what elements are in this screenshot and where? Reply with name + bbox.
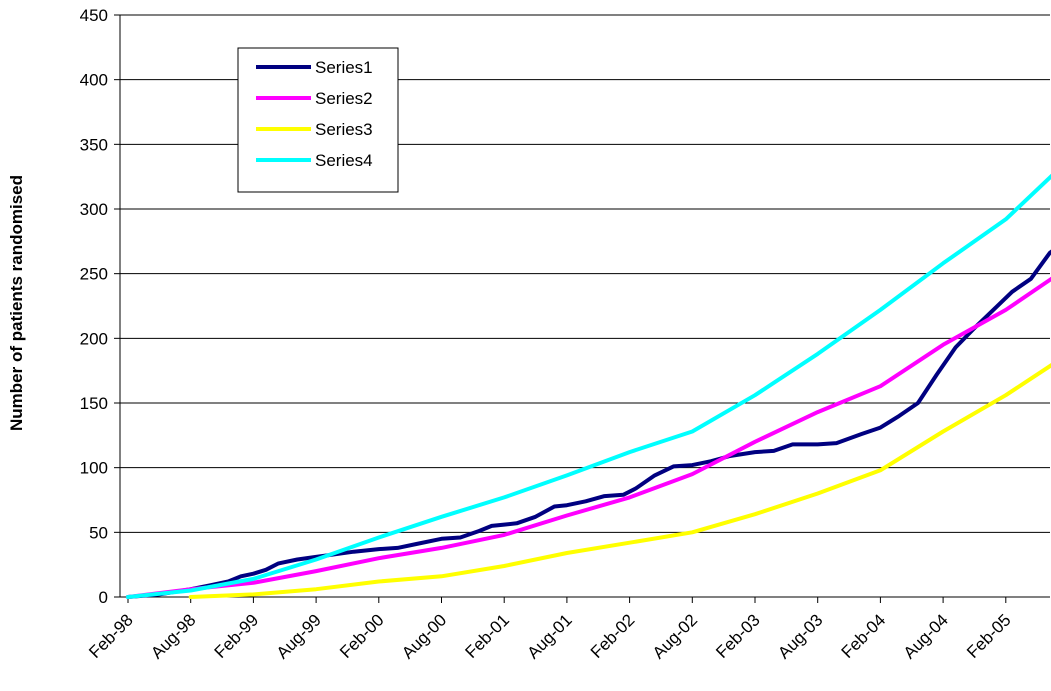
series-line-3 — [188, 363, 1051, 599]
x-tick-label: Feb-01 — [461, 610, 513, 662]
x-tick-label: Feb-05 — [963, 610, 1015, 662]
y-tick-label: 250 — [80, 265, 108, 284]
legend-box — [237, 47, 399, 193]
y-tick-label: 400 — [80, 71, 108, 90]
series-line-4 — [126, 173, 1051, 599]
y-tick-label: 200 — [80, 329, 108, 348]
series-line-2 — [126, 276, 1051, 599]
x-tick-label: Feb-00 — [336, 610, 388, 662]
x-tick-label: Feb-99 — [211, 610, 263, 662]
y-axis-title: Number of patients randomised — [7, 175, 26, 431]
x-tick-label: Aug-98 — [147, 610, 199, 662]
x-tick-label: Feb-02 — [587, 610, 639, 662]
legend-label-2: Series2 — [315, 89, 373, 108]
y-tick-label: 50 — [89, 523, 108, 542]
series-lines — [126, 173, 1051, 599]
y-tick-label: 0 — [99, 588, 108, 607]
y-tick-label: 350 — [80, 135, 108, 154]
y-tick-label: 450 — [80, 6, 108, 25]
x-tick-labels: Feb-98 Aug-98 Feb-99 Aug-99 Feb-00 Aug-00 Feb-… — [85, 610, 1014, 662]
y-tick-labels: 0 50 100 150 200 250 300 350 400 450 — [80, 6, 108, 607]
axes — [114, 14, 1050, 603]
legend: Series1 Series2 Series3 Series4 — [237, 47, 399, 193]
legend-label-3: Series3 — [315, 120, 373, 139]
y-tick-label: 150 — [80, 394, 108, 413]
x-tick-label: Aug-03 — [774, 610, 826, 662]
x-tick-label: Aug-04 — [900, 610, 952, 662]
legend-label-1: Series1 — [315, 58, 373, 77]
legend-label-4: Series4 — [315, 151, 373, 170]
x-tick-label: Feb-04 — [838, 610, 890, 662]
series-line-1 — [126, 249, 1051, 599]
x-tick-label: Feb-98 — [85, 610, 137, 662]
x-tick-label: Aug-99 — [273, 610, 325, 662]
x-tick-label: Aug-01 — [524, 610, 576, 662]
x-tick-label: Aug-00 — [398, 610, 450, 662]
y-tick-label: 300 — [80, 200, 108, 219]
y-tick-label: 100 — [80, 459, 108, 478]
x-tick-label: Aug-02 — [649, 610, 701, 662]
x-tick-label: Feb-03 — [712, 610, 764, 662]
